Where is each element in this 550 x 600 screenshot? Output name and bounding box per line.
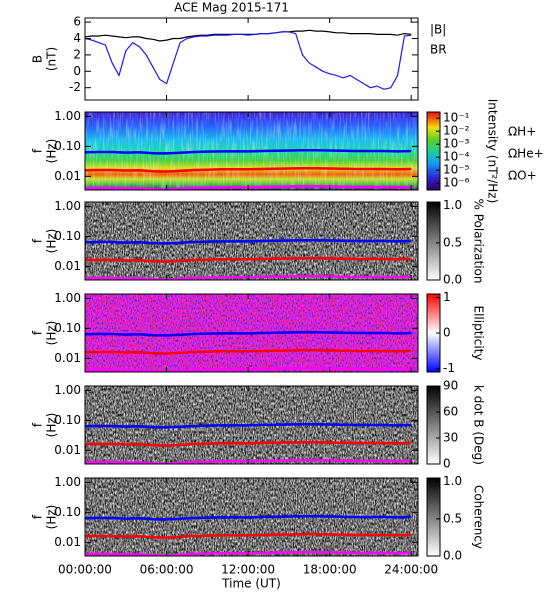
data-line [85,149,412,155]
chart-title: ACE Mag 2015-171 [174,1,289,15]
y-tick-label: 1.00 [54,109,81,123]
colorbar-tick-label: 30 [443,431,458,445]
data-line [85,239,412,245]
colorbar-tick-label: 0.5 [443,235,462,249]
x-tick-label: 24:00:00 [384,563,438,577]
colorbar-tick-label: 0 [443,326,451,340]
y-tick-label: 1.00 [54,291,81,305]
plot-frame [84,201,419,281]
colorbar-tick-label: 60 [443,405,458,419]
data-line [85,31,412,90]
colorbar [426,111,441,191]
x-axis-label: Time (UT) [221,577,281,591]
legend-label: ΩO+ [508,169,537,183]
y-tick-label: 2 [73,47,81,61]
x-tick-label: 12:00:00 [221,563,275,577]
data-line [85,423,412,429]
y-axis-label: (Hz) [45,321,59,346]
y-tick-label: 1.00 [54,199,81,213]
plot-frame [84,17,419,101]
y-tick-label: 1.00 [54,383,81,397]
x-tick-label: 18:00:00 [303,563,357,577]
panel: 0.010.101.00f (Hz)ΩH+ΩHe+ΩO+10⁻⁶10⁻⁵10⁻⁴1… [31,99,544,204]
colorbar-label: % Polarization [472,199,486,284]
colorbar-tick-label: 10⁻³ [443,137,470,151]
y-tick-label: 0.10 [54,505,81,519]
colorbar-tick-label: 10⁻⁴ [443,150,470,164]
colorbar [426,477,441,557]
y-tick-label: 0.01 [54,443,81,457]
panel: 0.01 0.10 1.00 f (Hz) 0.0 0.5 1.0 % Polarization [31,198,486,286]
y-axis-label: f [31,514,45,519]
legend-label: ΩH+ [508,125,536,139]
y-axis-label: f [31,238,45,243]
y-tick-label: 4 [73,31,81,45]
data-line [85,331,412,337]
colorbar-tick-label: 10⁻² [443,124,470,138]
colorbar-label: Ellipticity [472,306,486,361]
data-line [85,257,412,263]
y-tick-label: 0.10 [54,413,81,427]
y-axis-label: (Hz) [45,505,59,530]
colorbar-tick-label: 0.0 [443,273,462,287]
data-line [85,441,412,447]
y-tick-label: 0.01 [54,259,81,273]
data-line [85,515,412,521]
y-axis-label: f [31,148,45,153]
x-tick-label: 00:00:00 [58,563,112,577]
legend-label: ΩHe+ [508,147,544,161]
plot-frame [84,111,419,191]
panel: 00:00:00 06:00:00 12:00:00 18:00:00 24:00:00… [31,474,486,590]
colorbar-tick-label: 10⁻⁵ [443,163,470,177]
y-axis-label: f [31,330,45,335]
colorbar-label: Coherency [472,485,486,549]
data-line [85,167,412,173]
y-tick-label: 1.00 [54,475,81,489]
colorbar [426,385,441,465]
y-tick-label: 0.10 [54,321,81,335]
legend-label: BR [430,43,447,57]
y-tick-label: 0.01 [54,351,81,365]
x-tick-label: 06:00:00 [140,563,194,577]
y-axis-label: (Hz) [45,139,59,164]
y-axis-label: (Hz) [45,413,59,438]
y-axis-label: B [31,55,45,63]
data-line [85,533,412,539]
panel: -2 0 2 4 6 B (nT) ACE Mag 2015-171 |B| BR [31,1,447,101]
panel: 0.01 0.10 1.00 f (Hz) 0 30 60 90 k dot B (Deg) [31,379,486,471]
colorbar-tick-label: 0.0 [443,549,462,563]
y-tick-label: 6 [73,15,81,29]
legend-label: |B| [430,23,446,37]
colorbar-tick-label: 1 [443,290,451,304]
y-tick-label: 0.01 [54,535,81,549]
colorbar-label: k dot B (Deg) [472,385,486,465]
colorbar-label: Intensity (nT²/Hz) [486,99,500,204]
colorbar-tick-label: 10⁻¹ [443,111,470,125]
colorbar-tick-label: 1.0 [443,198,462,212]
plot-frame [84,385,419,465]
y-axis-label: f [31,422,45,427]
y-axis-label: (Hz) [45,229,59,254]
y-tick-label: 0.10 [54,229,81,243]
plot-frame [84,477,419,557]
colorbar-tick-label: 1.0 [443,474,462,488]
colorbar-tick-label: 0.5 [443,511,462,525]
y-tick-label: 0.10 [54,139,81,153]
y-tick-label: 0 [73,64,81,78]
data-line [85,349,412,355]
colorbar [426,201,441,281]
colorbar-tick-label: 90 [443,379,458,393]
panel: 0.01 0.10 1.00 f (Hz) -1 0 1 Ellipticity [31,290,486,375]
data-line [85,29,412,42]
series-group [85,29,412,90]
y-tick-label: 0.01 [54,169,81,183]
y-tick-label: -2 [69,80,81,94]
plot-frame [84,293,419,373]
colorbar-tick-label: -1 [443,361,455,375]
colorbar-tick-label: 10⁻⁶ [443,176,470,190]
colorbar-tick-label: 0 [443,457,451,471]
y-axis-label: (nT) [45,47,59,71]
